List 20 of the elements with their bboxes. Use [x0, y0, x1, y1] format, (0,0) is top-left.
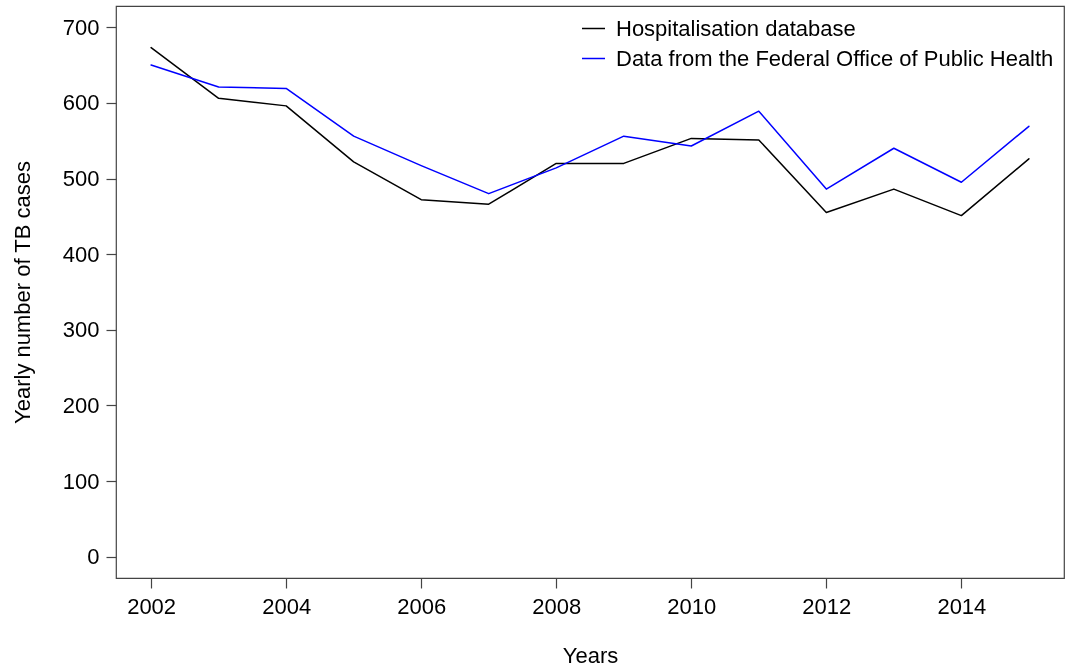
x-tick-label: 2008 [532, 593, 582, 619]
y-tick-label: 600 [62, 90, 100, 116]
line-series [150, 64, 1030, 195]
y-tick-label: 500 [62, 166, 100, 192]
y-tick-label: 300 [62, 317, 100, 343]
x-tick-label: 2006 [397, 593, 447, 619]
x-tick-label: 2014 [937, 593, 987, 619]
legend-label: Data from the Federal Office of Public Health [616, 45, 1054, 71]
y-tick-label: 100 [62, 468, 100, 494]
y-axis-title: Yearly number of TB cases [9, 161, 35, 424]
y-tick-label: 0 [87, 544, 100, 570]
x-tick-label: 2012 [802, 593, 852, 619]
y-tick-label: 700 [62, 14, 100, 40]
legend-label: Hospitalisation database [616, 15, 856, 41]
y-tick-label: 200 [62, 392, 100, 418]
y-tick-label: 400 [62, 241, 100, 267]
x-tick-label: 2002 [127, 593, 177, 619]
x-tick-label: 2004 [262, 593, 312, 619]
x-axis-title: Years [562, 642, 619, 665]
x-tick-label: 2010 [667, 593, 717, 619]
